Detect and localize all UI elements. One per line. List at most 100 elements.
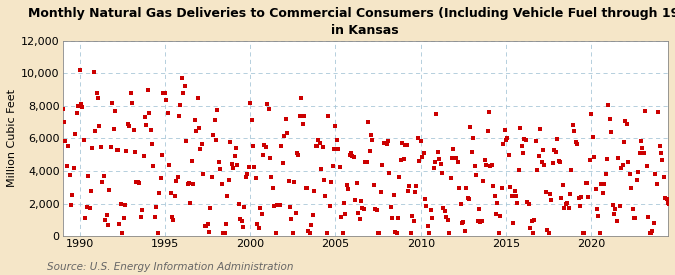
Point <box>356 199 367 203</box>
Point <box>535 126 545 131</box>
Point <box>628 215 639 220</box>
Point <box>636 139 647 143</box>
Y-axis label: Million Cubic Feet: Million Cubic Feet <box>7 89 17 188</box>
Point <box>600 171 611 176</box>
Point <box>366 133 377 137</box>
Point <box>94 123 105 128</box>
Point <box>236 219 247 223</box>
Point <box>369 182 379 187</box>
Point <box>412 136 423 141</box>
Point <box>263 107 274 111</box>
Point <box>402 188 413 193</box>
Point <box>455 201 466 206</box>
Point <box>495 214 506 218</box>
Point <box>437 171 448 175</box>
Point <box>192 96 203 100</box>
Point <box>319 177 329 182</box>
Point <box>175 103 186 107</box>
Point <box>154 191 165 196</box>
Point <box>539 163 550 167</box>
Point <box>470 173 481 178</box>
Point <box>113 148 124 153</box>
Point <box>379 141 389 145</box>
Point <box>663 201 674 206</box>
Point <box>226 162 237 166</box>
Point <box>655 151 666 156</box>
Point <box>151 205 162 209</box>
Point <box>604 117 615 121</box>
Point <box>343 187 354 192</box>
Point <box>216 182 227 186</box>
Point <box>374 230 385 235</box>
Point <box>516 144 527 148</box>
Point <box>131 180 142 184</box>
Point <box>524 226 535 230</box>
Point <box>620 118 631 123</box>
Point <box>438 206 449 210</box>
Point <box>568 123 578 128</box>
Point <box>423 224 433 229</box>
Point <box>280 117 291 121</box>
Point <box>124 124 135 129</box>
Point <box>222 194 233 198</box>
Point <box>570 140 581 145</box>
Point <box>496 186 507 190</box>
Point <box>377 163 387 167</box>
Point <box>429 160 440 164</box>
Point <box>618 140 629 144</box>
Point <box>267 186 278 191</box>
Point <box>90 129 101 133</box>
Point <box>603 103 614 107</box>
Point <box>231 145 242 150</box>
Point <box>246 118 257 122</box>
Point <box>555 160 566 164</box>
Point <box>285 205 296 209</box>
Point <box>452 160 463 165</box>
Point <box>528 230 539 235</box>
Point <box>433 150 443 154</box>
Point <box>234 202 244 207</box>
Point <box>564 192 575 196</box>
Point <box>650 172 661 176</box>
Point <box>346 151 356 155</box>
Point <box>227 166 238 170</box>
Point <box>462 196 473 200</box>
Point <box>481 163 491 168</box>
Point <box>162 111 173 115</box>
Point <box>111 148 122 153</box>
Point <box>512 201 522 206</box>
Point <box>485 163 495 168</box>
Point <box>310 144 321 148</box>
Point <box>73 104 84 108</box>
Point <box>587 135 598 139</box>
Point <box>307 213 318 217</box>
Point <box>547 161 558 165</box>
Point <box>431 111 441 116</box>
Point <box>245 101 256 105</box>
Point <box>140 115 151 120</box>
Point <box>352 181 362 185</box>
Point <box>144 111 155 115</box>
Point <box>161 98 171 102</box>
Point <box>167 214 178 219</box>
Point <box>276 144 287 148</box>
Point <box>327 164 338 168</box>
Point <box>229 154 240 158</box>
Point <box>580 181 591 185</box>
Point <box>569 129 580 134</box>
Point <box>84 206 95 210</box>
Point <box>316 167 327 171</box>
Point <box>250 176 261 180</box>
Point <box>614 204 625 208</box>
Point <box>277 160 288 165</box>
Point <box>306 222 317 227</box>
Point <box>631 178 642 183</box>
Point <box>474 207 485 211</box>
Point <box>321 230 332 235</box>
Point <box>67 193 78 197</box>
Point <box>290 211 301 215</box>
Point <box>617 163 628 167</box>
Point <box>164 163 175 168</box>
Point <box>427 216 437 220</box>
Point <box>323 114 333 118</box>
